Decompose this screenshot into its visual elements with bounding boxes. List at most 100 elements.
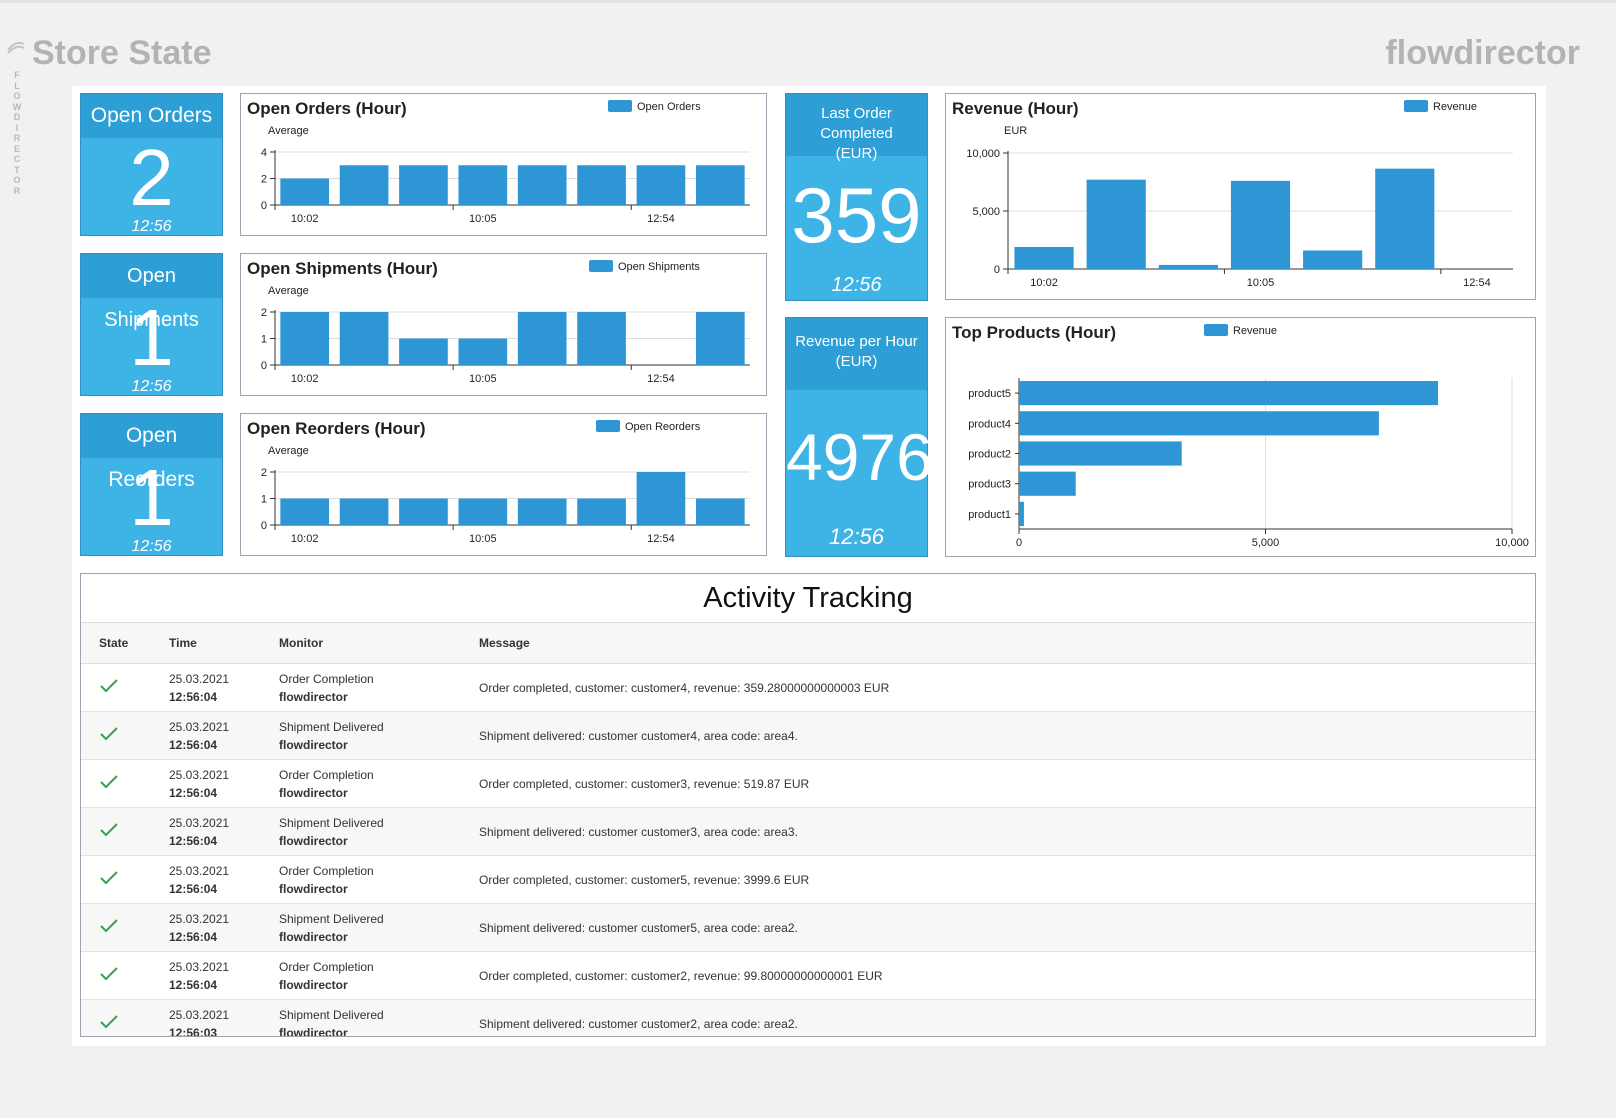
x-tick-label: 12:54	[647, 213, 675, 225]
vertical-letter: L	[14, 80, 20, 91]
message-cell: Shipment delivered: customer customer5, …	[479, 903, 1535, 952]
y-tick-label: 0	[261, 520, 267, 532]
bar	[577, 312, 626, 365]
bar	[1019, 411, 1379, 436]
page-title: Store State	[32, 34, 212, 72]
legend-swatch	[596, 420, 620, 432]
row-date: 25.03.2021	[169, 719, 230, 734]
brand-name: flowdirector	[1385, 34, 1580, 72]
table-row[interactable]: 25.03.2021 12:56:03 Shipment Delivered flow…	[81, 999, 1535, 1036]
chart-subtitle: Average	[268, 445, 309, 457]
bar	[517, 498, 567, 525]
kpi-label-line: Last Order Completed	[820, 105, 893, 142]
row-time: 12:56:04	[169, 737, 218, 752]
table-row[interactable]: 25.03.2021 12:56:04 Shipment Delivered flow…	[81, 807, 1535, 856]
state-cell	[81, 855, 169, 904]
x-tick-label: 10:05	[469, 373, 497, 385]
column-header-monitor[interactable]: Monitor	[279, 623, 479, 664]
column-header-state[interactable]: State	[81, 623, 169, 664]
bar	[1303, 250, 1363, 269]
bar	[1158, 264, 1218, 269]
table-row[interactable]: 25.03.2021 12:56:04 Order Completion flowdi…	[81, 855, 1535, 904]
y-tick-label: 0	[994, 264, 1000, 276]
legend-label: Open Reorders	[625, 421, 701, 433]
chart-top-products: Top Products (Hour) Revenue 0 5,000 10,000 pr…	[945, 317, 1536, 557]
top-border	[0, 0, 1616, 3]
kpi-value: 359	[791, 171, 922, 259]
kpi-value: 1	[129, 453, 174, 542]
monitor-cell: Order Completion flowdirector	[279, 759, 479, 808]
check-icon	[100, 1015, 118, 1029]
bar	[399, 165, 448, 205]
kpi-time: 12:56	[131, 378, 172, 395]
kpi-value: 1	[129, 293, 174, 382]
chart-svg: Top Products (Hour) Revenue 0 5,000 10,000 pr…	[952, 323, 1529, 549]
vertical-letter: E	[13, 143, 20, 154]
kpi-label: Last Order Completed (EUR)	[786, 94, 927, 162]
table-row[interactable]: 25.03.2021 12:56:04 Shipment Delivered flow…	[81, 903, 1535, 952]
table-row[interactable]: 25.03.2021 12:56:04 Order Completion flowdi…	[81, 663, 1535, 712]
x-tick-label: 12:54	[647, 533, 675, 545]
y-tick-label: product3	[968, 479, 1011, 491]
row-monitor: Shipment Delivered	[279, 911, 384, 926]
x-tick-label: 10:05	[469, 533, 497, 545]
check-icon	[100, 919, 118, 933]
row-date: 25.03.2021	[169, 911, 230, 926]
chart-open-reorders: Open Reorders (Hour) Open Reorders Average…	[240, 413, 767, 556]
row-date: 25.03.2021	[169, 863, 230, 878]
bar	[280, 312, 330, 365]
legend-swatch	[608, 100, 632, 112]
x-tick-label: 10:02	[291, 213, 319, 225]
column-header-time[interactable]: Time	[169, 623, 279, 664]
state-cell	[81, 999, 169, 1036]
vertical-letter: O	[13, 175, 21, 185]
bar	[636, 472, 686, 525]
x-tick-label: 12:54	[1463, 277, 1491, 289]
table-row[interactable]: 25.03.2021 12:56:04 Order Completion flowdi…	[81, 759, 1535, 808]
bar	[577, 498, 626, 525]
vertical-letter: D	[13, 112, 21, 122]
row-monitor: Shipment Delivered	[279, 815, 384, 830]
message-cell: Order completed, customer: customer4, re…	[479, 663, 1535, 712]
column-header-message[interactable]: Message	[479, 623, 1535, 664]
state-cell	[81, 759, 169, 808]
bar	[1086, 179, 1146, 269]
kpi-time: 12:56	[131, 218, 172, 235]
message-cell: Order completed, customer: customer3, re…	[479, 759, 1535, 808]
bar	[695, 312, 745, 365]
check-icon	[100, 727, 118, 741]
row-source: flowdirector	[279, 785, 348, 800]
bar	[695, 165, 745, 205]
monitor-cell: Shipment Delivered flowdirector	[279, 999, 479, 1036]
row-time: 12:56:04	[169, 689, 218, 704]
vertical-letter: I	[15, 122, 19, 133]
state-cell	[81, 711, 169, 760]
bar	[695, 498, 745, 525]
legend-label: Open Shipments	[618, 261, 700, 273]
bar	[339, 312, 389, 365]
vertical-letter: W	[12, 101, 22, 112]
check-icon	[100, 967, 118, 981]
table-row[interactable]: 25.03.2021 12:56:04 Order Completion flowdi…	[81, 951, 1535, 1000]
kpi-label-line: Revenue per Hour	[795, 333, 918, 350]
legend-label: Revenue	[1233, 325, 1277, 337]
kpi-value: 2	[129, 133, 174, 222]
monitor-cell: Order Completion flowdirector	[279, 951, 479, 1000]
bar	[458, 338, 508, 365]
chart-open-shipments: Open Shipments (Hour) Open Shipments Avera…	[240, 253, 767, 396]
row-monitor: Order Completion	[279, 959, 374, 974]
time-cell: 25.03.2021 12:56:04	[169, 663, 279, 712]
state-cell	[81, 951, 169, 1000]
bar	[280, 178, 330, 205]
table-row[interactable]: 25.03.2021 12:56:04 Shipment Delivered flow…	[81, 711, 1535, 760]
vertical-letter: R	[13, 133, 21, 143]
y-tick-label: 10,000	[966, 148, 1000, 160]
vertical-letter: T	[14, 164, 20, 175]
y-tick-label: 1	[261, 334, 267, 346]
row-source: flowdirector	[279, 737, 348, 752]
kpi-label-line: (EUR)	[835, 145, 878, 162]
chart-svg: Open Reorders (Hour) Open Reorders Average…	[247, 419, 750, 545]
row-source: flowdirector	[279, 929, 348, 944]
row-monitor: Order Completion	[279, 863, 374, 878]
y-tick-label: 1	[261, 494, 267, 506]
